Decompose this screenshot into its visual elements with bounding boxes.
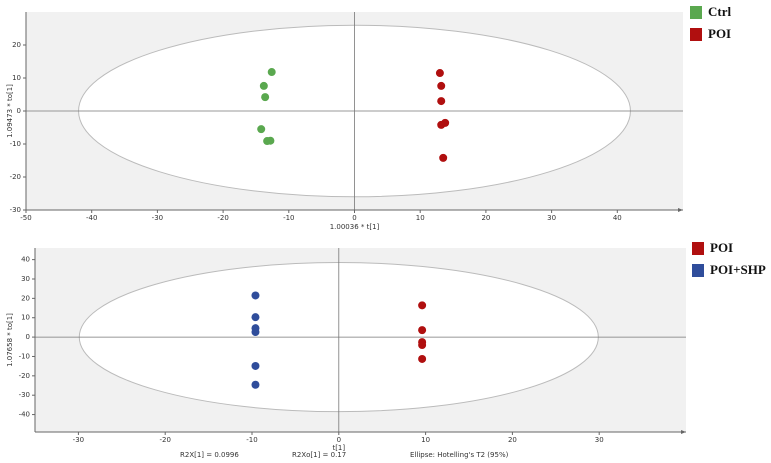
x-tick-label: -10 xyxy=(246,436,257,444)
data-point xyxy=(261,93,270,102)
data-point xyxy=(251,361,260,370)
x-tick-label: 20 xyxy=(508,436,517,444)
x-tick-label: -20 xyxy=(159,436,170,444)
axis-arrow xyxy=(678,208,683,212)
data-point xyxy=(437,81,446,90)
y-tick-label: 0 xyxy=(17,107,21,115)
x-tick-label: 20 xyxy=(481,214,490,222)
y-tick-label: -30 xyxy=(10,206,21,214)
x-tick-label: 30 xyxy=(547,214,556,222)
x-tick-label: -50 xyxy=(20,214,31,222)
data-point xyxy=(437,97,446,106)
legend-label: Ctrl xyxy=(708,4,731,19)
data-point xyxy=(418,301,427,310)
data-point xyxy=(251,380,260,389)
x-tick-label: -10 xyxy=(283,214,294,222)
data-point xyxy=(259,81,268,90)
y-tick-label: -40 xyxy=(19,411,30,419)
data-point xyxy=(441,118,450,127)
data-point xyxy=(251,313,260,322)
legend-label: POI xyxy=(710,240,733,255)
y-tick-label: -10 xyxy=(10,140,21,148)
y-tick-label: 0 xyxy=(26,333,30,341)
y-tick-label: 30 xyxy=(21,275,30,283)
x-tick-label: -30 xyxy=(73,436,84,444)
data-point xyxy=(418,341,427,350)
data-point xyxy=(435,69,444,78)
legend-label: POI xyxy=(708,26,731,41)
y-axis-label: 1.07658 * to[1] xyxy=(6,313,14,367)
annotation: R2Xo[1] = 0.17 xyxy=(292,451,346,459)
x-tick-label: 10 xyxy=(421,436,430,444)
y-tick-label: 10 xyxy=(21,314,30,322)
y-tick-label: 10 xyxy=(12,74,21,82)
legend-swatch xyxy=(690,28,702,41)
legend-swatch xyxy=(690,6,702,19)
data-point xyxy=(418,354,427,363)
y-tick-label: 20 xyxy=(12,41,21,49)
x-tick-label: 0 xyxy=(337,436,341,444)
x-tick-label: -30 xyxy=(152,214,163,222)
x-tick-label: 10 xyxy=(416,214,425,222)
y-axis-label: 1.09473 * to[1] xyxy=(6,84,14,138)
x-tick-label: 0 xyxy=(352,214,356,222)
x-axis-label: t[1] xyxy=(332,444,345,452)
x-tick-label: 30 xyxy=(595,436,604,444)
data-point xyxy=(257,125,266,134)
y-tick-label: 20 xyxy=(21,294,30,302)
x-tick-label: -40 xyxy=(86,214,97,222)
y-tick-label: -20 xyxy=(10,173,21,181)
y-tick-label: -20 xyxy=(19,372,30,380)
y-tick-label: 40 xyxy=(21,256,30,264)
y-tick-label: -10 xyxy=(19,352,30,360)
x-tick-label: -20 xyxy=(217,214,228,222)
legend-swatch xyxy=(692,242,704,255)
x-tick-label: 40 xyxy=(613,214,622,222)
data-point xyxy=(251,328,260,337)
axis-arrow xyxy=(681,430,686,434)
data-point xyxy=(267,68,276,77)
x-axis-label: 1.00036 * t[1] xyxy=(330,223,380,231)
data-point xyxy=(251,291,260,300)
data-point xyxy=(266,136,275,145)
annotation: R2X[1] = 0.0996 xyxy=(180,451,239,459)
legend-swatch xyxy=(692,264,704,277)
legend-label: POI+SHP xyxy=(710,262,766,277)
data-point xyxy=(439,153,448,162)
y-tick-label: -30 xyxy=(19,391,30,399)
data-point xyxy=(418,326,427,335)
annotation: Ellipse: Hotelling's T2 (95%) xyxy=(410,451,509,459)
